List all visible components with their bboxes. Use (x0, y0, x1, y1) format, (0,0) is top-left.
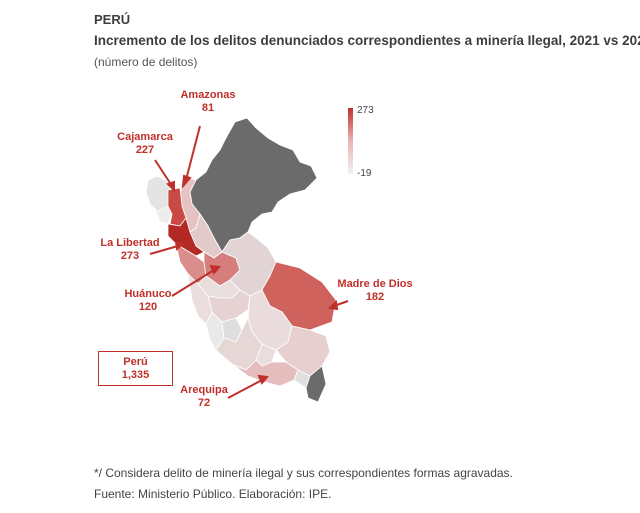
chart-kicker: PERÚ (94, 12, 131, 27)
region-loreto (189, 117, 318, 253)
callout-name: Huánuco (124, 288, 172, 300)
region-tacna (305, 365, 327, 403)
callout-arequipa: Arequipa 72 (174, 384, 234, 410)
total-name: Perú (123, 356, 148, 368)
legend-min-label: -19 (357, 168, 372, 179)
callout-name: Madre de Dios (337, 278, 413, 290)
national-total-box: Perú 1,335 (98, 351, 173, 386)
callout-madre-de-dios: Madre de Dios 182 (335, 278, 415, 304)
callout-value: 72 (197, 397, 211, 409)
callout-value: 81 (201, 102, 215, 114)
callout-value: 273 (120, 250, 140, 262)
region-lambayeque (155, 205, 173, 225)
legend-color-bar (348, 108, 353, 174)
callout-name: Amazonas (180, 89, 236, 101)
chart-subtitle: (número de delitos) (94, 55, 198, 69)
callout-name: Cajamarca (117, 131, 173, 143)
callout-value: 120 (138, 301, 158, 313)
callout-name: Arequipa (180, 384, 228, 396)
callout-cajamarca: Cajamarca 227 (115, 131, 175, 157)
legend-max-label: 273 (357, 105, 374, 116)
footnote: */ Considera delito de minería ilegal y … (94, 466, 513, 480)
callout-value: 182 (365, 291, 385, 303)
callout-value: 227 (135, 144, 155, 156)
callout-amazonas: Amazonas 81 (178, 89, 238, 115)
chart-title: Incremento de los delitos denunciados co… (94, 33, 640, 48)
callout-huanuco: Huánuco 120 (118, 288, 178, 314)
total-value: 1,335 (121, 369, 150, 381)
source-note: Fuente: Ministerio Público. Elaboración:… (94, 487, 332, 501)
callout-name: La Libertad (100, 237, 160, 249)
callout-arrows (149, 125, 349, 399)
callout-la-libertad: La Libertad 273 (98, 237, 162, 263)
